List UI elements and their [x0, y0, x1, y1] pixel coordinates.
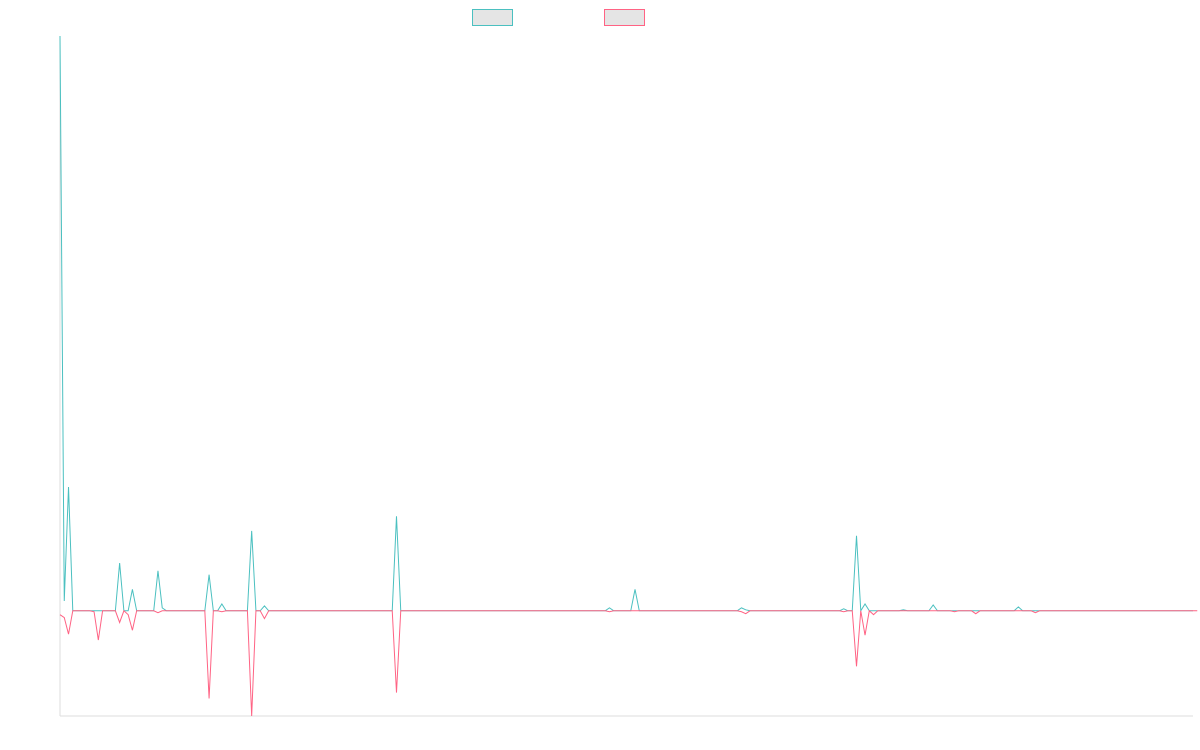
series-line-1	[59, 35, 1193, 613]
chart-legend	[0, 0, 1200, 40]
series-line-2	[59, 609, 1198, 717]
legend-swatch-1[interactable]	[472, 9, 513, 26]
legend-svg	[472, 9, 645, 26]
legend-swatch-2[interactable]	[604, 9, 645, 26]
series-group	[59, 35, 1198, 717]
